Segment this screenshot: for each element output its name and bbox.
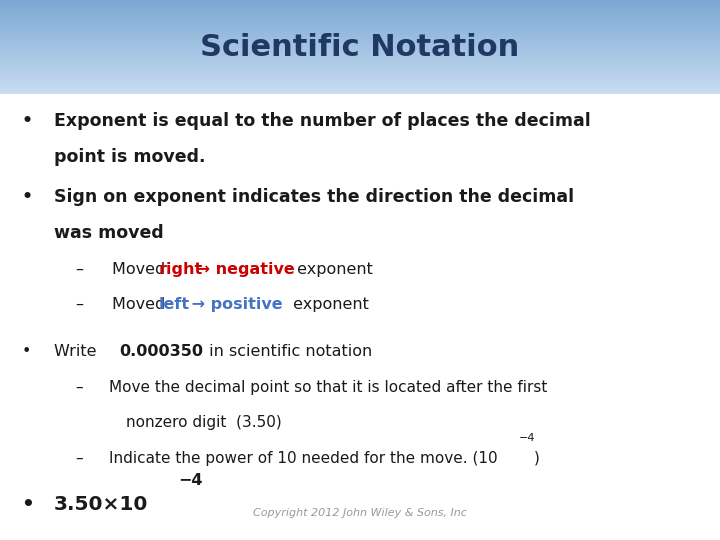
Text: –: – (76, 297, 84, 312)
Text: 0.000350: 0.000350 (119, 344, 203, 359)
Text: negative: negative (210, 261, 295, 276)
Text: Sign on exponent indicates the direction the decimal: Sign on exponent indicates the direction… (54, 188, 574, 206)
Text: Move the decimal point so that it is located after the first: Move the decimal point so that it is loc… (109, 380, 548, 395)
Text: Moved: Moved (112, 297, 170, 312)
Text: in scientific notation: in scientific notation (204, 344, 372, 359)
Text: positive: positive (205, 297, 283, 312)
Text: –: – (76, 451, 84, 466)
Text: ): ) (534, 451, 540, 466)
Text: Scientific Notation: Scientific Notation (200, 33, 520, 62)
Text: right: right (158, 261, 202, 276)
Text: Write: Write (54, 344, 102, 359)
Text: exponent: exponent (292, 261, 372, 276)
Text: nonzero digit  (3.50): nonzero digit (3.50) (126, 415, 282, 430)
Text: −4: −4 (518, 433, 535, 443)
Text: −4: −4 (179, 473, 203, 488)
Text: –: – (76, 380, 84, 395)
Text: →: → (186, 297, 204, 312)
Text: •: • (22, 344, 31, 359)
Text: was moved: was moved (54, 224, 163, 242)
Text: Indicate the power of 10 needed for the move. (10: Indicate the power of 10 needed for the … (109, 451, 498, 466)
Text: •: • (22, 188, 32, 206)
Text: exponent: exponent (288, 297, 369, 312)
Text: Copyright 2012 John Wiley & Sons, Inc: Copyright 2012 John Wiley & Sons, Inc (253, 508, 467, 518)
Text: →: → (191, 261, 210, 276)
Text: left: left (158, 297, 189, 312)
Text: Moved: Moved (112, 261, 170, 276)
Text: point is moved.: point is moved. (54, 148, 205, 166)
Text: –: – (76, 261, 84, 276)
Text: •: • (22, 112, 32, 130)
Text: •: • (22, 496, 35, 515)
Text: Exponent is equal to the number of places the decimal: Exponent is equal to the number of place… (54, 112, 590, 130)
Text: 3.50×10: 3.50×10 (54, 496, 148, 515)
